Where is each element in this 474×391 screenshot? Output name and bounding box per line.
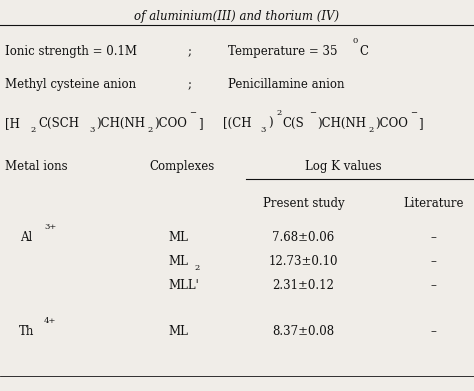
Text: 3: 3: [89, 126, 94, 134]
Text: 2.31±0.12: 2.31±0.12: [273, 279, 334, 292]
Text: C: C: [359, 45, 368, 58]
Text: 2: 2: [276, 109, 282, 117]
Text: –: –: [431, 231, 437, 244]
Text: Literature: Literature: [403, 197, 464, 210]
Text: ;: ;: [188, 78, 191, 91]
Text: Log K values: Log K values: [305, 160, 382, 173]
Text: 0: 0: [352, 37, 357, 45]
Text: Complexes: Complexes: [150, 160, 215, 173]
Text: Ionic strength = 0.1M: Ionic strength = 0.1M: [5, 45, 137, 58]
Text: −: −: [410, 109, 418, 117]
Text: 2: 2: [369, 126, 374, 134]
Text: [H: [H: [5, 117, 19, 130]
Text: ;: ;: [188, 45, 191, 58]
Text: −: −: [310, 109, 317, 117]
Text: [(CH: [(CH: [223, 117, 251, 130]
Text: –: –: [431, 325, 437, 338]
Text: 4+: 4+: [44, 317, 56, 325]
Text: of aluminium(III) and thorium (IV): of aluminium(III) and thorium (IV): [135, 10, 339, 23]
Text: –: –: [431, 279, 437, 292]
Text: ML: ML: [168, 255, 188, 268]
Text: –: –: [431, 255, 437, 268]
Text: )COO: )COO: [375, 117, 408, 130]
Text: 12.73±0.10: 12.73±0.10: [269, 255, 338, 268]
Text: ]: ]: [198, 117, 203, 130]
Text: Penicillamine anion: Penicillamine anion: [228, 78, 344, 91]
Text: 2: 2: [148, 126, 153, 134]
Text: )COO: )COO: [155, 117, 187, 130]
Text: Methyl cysteine anion: Methyl cysteine anion: [5, 78, 136, 91]
Text: )CH(NH: )CH(NH: [318, 117, 366, 130]
Text: )CH(NH: )CH(NH: [96, 117, 145, 130]
Text: Th: Th: [18, 325, 34, 338]
Text: Metal ions: Metal ions: [5, 160, 67, 173]
Text: ): ): [268, 117, 273, 130]
Text: ML: ML: [168, 325, 188, 338]
Text: Temperature = 35: Temperature = 35: [228, 45, 337, 58]
Text: ML: ML: [168, 231, 188, 244]
Text: Present study: Present study: [263, 197, 344, 210]
Text: 8.37±0.08: 8.37±0.08: [272, 325, 335, 338]
Text: 2: 2: [31, 126, 36, 134]
Text: 3: 3: [261, 126, 266, 134]
Text: Al: Al: [20, 231, 32, 244]
Text: −: −: [190, 109, 197, 117]
Text: 3+: 3+: [44, 223, 56, 231]
Text: 7.68±0.06: 7.68±0.06: [272, 231, 335, 244]
Text: C(SCH: C(SCH: [38, 117, 79, 130]
Text: MLL': MLL': [168, 279, 199, 292]
Text: 2: 2: [194, 264, 200, 271]
Text: C(S: C(S: [282, 117, 304, 130]
Text: ]: ]: [418, 117, 423, 130]
